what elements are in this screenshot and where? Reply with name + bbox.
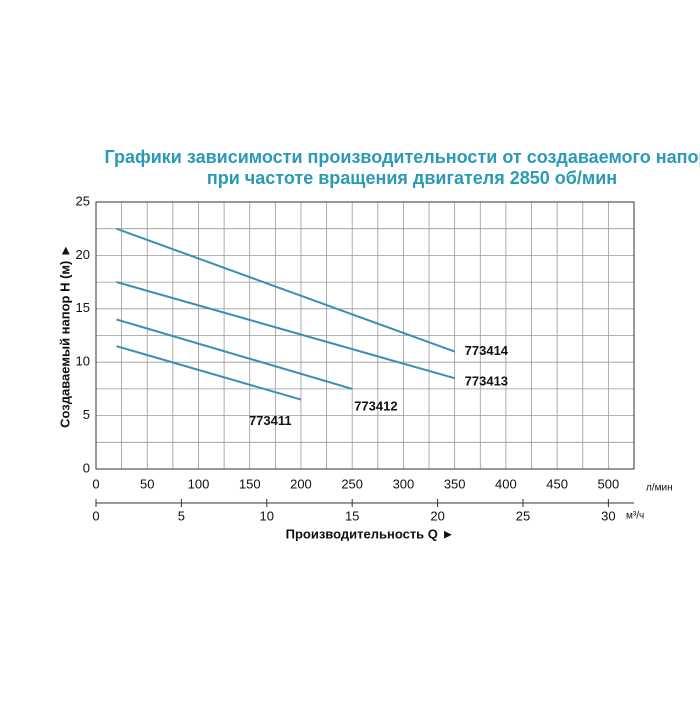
chart-title: при частоте вращения двигателя 2850 об/м…: [207, 168, 617, 188]
x-tick-label: 450: [546, 476, 568, 491]
x-tick-label: 150: [239, 476, 261, 491]
x-tick-label: 200: [290, 476, 312, 491]
y-tick-label: 5: [83, 407, 90, 422]
chart-title: Графики зависимости производительности о…: [104, 147, 700, 167]
x2-tick-label: 5: [178, 508, 185, 523]
series-label: 773413: [465, 374, 508, 389]
x-tick-label: 100: [188, 476, 210, 491]
series-label: 773414: [465, 343, 509, 358]
x2-unit: м³/ч: [626, 511, 644, 522]
x-tick-label: 50: [140, 476, 154, 491]
y-axis-label: Создаваемый напор H (м) ►: [57, 244, 72, 428]
x2-tick-label: 20: [430, 508, 444, 523]
x2-tick-label: 30: [601, 508, 615, 523]
series-line: [116, 281, 455, 380]
x-tick-label: 0: [92, 476, 99, 491]
series-label: 773411: [249, 413, 292, 428]
x-tick-label: 350: [444, 476, 466, 491]
y-tick-label: 20: [76, 247, 90, 262]
x-tick-label: 300: [393, 476, 415, 491]
x2-tick-label: 15: [345, 508, 359, 523]
x2-tick-label: 25: [516, 508, 530, 523]
series-line: [116, 227, 456, 353]
y-tick-label: 15: [76, 300, 90, 315]
series-line: [116, 345, 302, 401]
y-tick-label: 25: [76, 193, 90, 208]
y-tick-label: 10: [76, 354, 90, 369]
x-tick-label: 400: [495, 476, 517, 491]
y-tick-label: 0: [83, 460, 90, 475]
x-tick-label: 250: [341, 476, 363, 491]
x2-tick-label: 10: [260, 508, 274, 523]
series-line: [116, 318, 353, 390]
x2-tick-label: 0: [92, 508, 99, 523]
x-axis-label: Производительность Q ►: [286, 526, 455, 541]
x-unit: л/мин: [646, 483, 673, 494]
series-label: 773412: [354, 398, 397, 413]
x-tick-label: 500: [598, 476, 620, 491]
plot-frame: [95, 201, 635, 470]
